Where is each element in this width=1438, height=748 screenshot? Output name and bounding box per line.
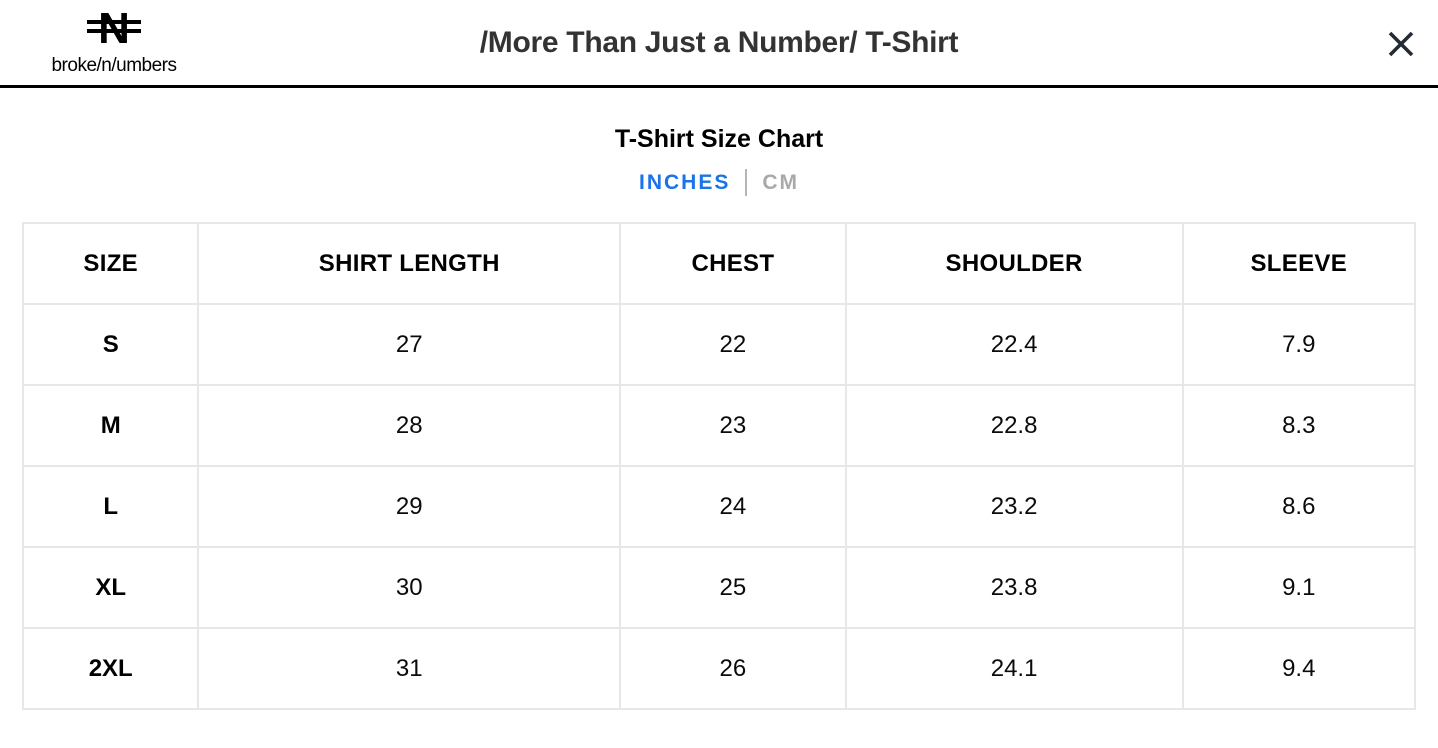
- page-title: /More Than Just a Number/ T-Shirt: [479, 25, 959, 59]
- size-label: XL: [21, 546, 200, 629]
- size-chart-panel: T-Shirt Size Chart INCHES CM SIZE SHIRT …: [0, 125, 1438, 710]
- size-label: S: [21, 303, 200, 386]
- unit-toggle: INCHES CM: [0, 169, 1438, 196]
- naira-bar: [87, 29, 141, 33]
- size-chart-title: T-Shirt Size Chart: [614, 125, 824, 153]
- modal-header: N broke/n/umbers /More Than Just a Numbe…: [0, 0, 1438, 88]
- shoulder-value: 23.8: [844, 546, 1184, 629]
- size-label: M: [21, 384, 200, 467]
- column-header-size: SIZE: [21, 222, 200, 305]
- sleeve-value: 9.1: [1181, 546, 1417, 629]
- shirt-length-value: 28: [197, 384, 622, 467]
- brand-logo-text: broke/n/umbers: [51, 55, 177, 76]
- unit-tab-cm[interactable]: CM: [762, 170, 800, 194]
- size-chart-table: SIZE SHIRT LENGTH CHEST SHOULDER SLEEVE …: [21, 222, 1417, 710]
- table-row: XL 30 25 23.8 9.1: [21, 546, 1417, 629]
- shirt-length-value: 31: [197, 627, 622, 710]
- column-header-shirt-length: SHIRT LENGTH: [197, 222, 622, 305]
- unit-divider: [745, 169, 748, 196]
- table-row: 2XL 31 26 24.1 9.4: [21, 627, 1417, 710]
- column-header-sleeve: SLEEVE: [1181, 222, 1417, 305]
- unit-tab-inches[interactable]: INCHES: [638, 170, 731, 194]
- chest-value: 22: [619, 303, 847, 386]
- shoulder-value: 22.4: [844, 303, 1184, 386]
- sleeve-value: 8.6: [1181, 465, 1417, 548]
- table-row: M 28 23 22.8 8.3: [21, 384, 1417, 467]
- chest-value: 26: [619, 627, 847, 710]
- column-header-shoulder: SHOULDER: [844, 222, 1184, 305]
- shirt-length-value: 29: [197, 465, 622, 548]
- shirt-length-value: 30: [197, 546, 622, 629]
- shoulder-value: 23.2: [844, 465, 1184, 548]
- naira-letter: N: [98, 7, 130, 51]
- shirt-length-value: 27: [197, 303, 622, 386]
- naira-bar: [87, 20, 141, 24]
- size-label: L: [21, 465, 200, 548]
- naira-logo-icon: N: [87, 4, 141, 54]
- brand-logo: N broke/n/umbers: [49, 4, 179, 77]
- table-row: L 29 24 23.2 8.6: [21, 465, 1417, 548]
- table-header-row: SIZE SHIRT LENGTH CHEST SHOULDER SLEEVE: [21, 222, 1417, 305]
- shoulder-value: 24.1: [844, 627, 1184, 710]
- sleeve-value: 9.4: [1181, 627, 1417, 710]
- shoulder-value: 22.8: [844, 384, 1184, 467]
- chest-value: 24: [619, 465, 847, 548]
- column-header-chest: CHEST: [619, 222, 847, 305]
- size-label: 2XL: [21, 627, 200, 710]
- table-row: S 27 22 22.4 7.9: [21, 303, 1417, 386]
- close-icon: [1388, 31, 1414, 57]
- sleeve-value: 7.9: [1181, 303, 1417, 386]
- sleeve-value: 8.3: [1181, 384, 1417, 467]
- chest-value: 23: [619, 384, 847, 467]
- close-button[interactable]: [1381, 24, 1421, 64]
- chest-value: 25: [619, 546, 847, 629]
